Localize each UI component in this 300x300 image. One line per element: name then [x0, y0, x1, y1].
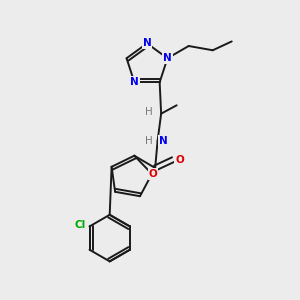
Text: O: O — [149, 169, 158, 179]
Text: N: N — [163, 53, 172, 63]
Text: H: H — [145, 107, 152, 117]
Text: O: O — [175, 154, 184, 165]
Text: N: N — [142, 38, 152, 48]
Text: N: N — [159, 136, 167, 146]
Text: Cl: Cl — [74, 220, 86, 230]
Text: H: H — [145, 136, 152, 146]
Text: N: N — [130, 77, 139, 87]
